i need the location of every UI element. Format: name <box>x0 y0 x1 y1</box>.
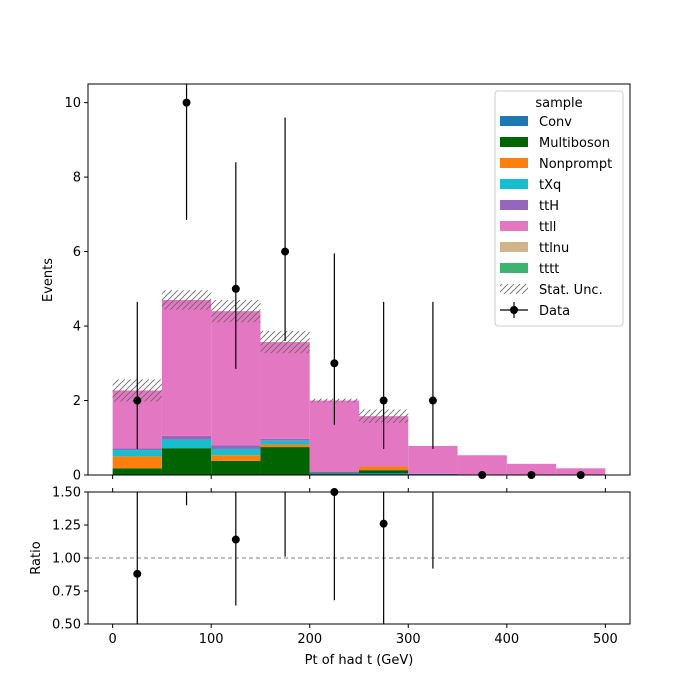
ratio-panel: 0.50 0.75 1.00 1.25 1.50 0 100 200 300 400 500 Ra… <box>29 486 631 668</box>
y-tick-label: 2 <box>73 394 81 409</box>
bar-tth <box>161 435 212 440</box>
y-tick-label: 0 <box>73 469 81 484</box>
legend-items: Conv Multiboson Nonprompt tXq ttH ttll ttlnu tt… <box>500 115 612 319</box>
bar-ttll <box>506 463 557 475</box>
y-tick-label: 8 <box>73 171 81 186</box>
ratio-points <box>133 488 434 624</box>
legend-swatch-tth <box>500 200 528 210</box>
data-point <box>281 247 290 256</box>
legend-swatch-multiboson <box>500 137 528 147</box>
legend-label: ttlnu <box>539 241 569 256</box>
legend-label: ttll <box>539 220 556 235</box>
ratio-point <box>231 535 240 544</box>
legend-label: ttH <box>539 199 559 214</box>
ratio-y-tick-label: 1.25 <box>52 519 81 534</box>
legend-label: Nonprompt <box>539 157 612 172</box>
legend-label: tXq <box>539 178 561 193</box>
bar-txq <box>211 448 261 456</box>
x-axis-label: Pt of had t (GeV) <box>305 653 414 668</box>
data-point <box>330 359 339 368</box>
x-tick-label: 0 <box>108 632 116 647</box>
ratio-point <box>379 519 388 528</box>
legend-swatch-ttll <box>500 221 528 231</box>
ratio-y-tick-label: 1.50 <box>52 486 81 501</box>
bar-ttll <box>260 342 310 439</box>
bar-tth <box>112 448 162 451</box>
bar-ttll <box>161 299 212 436</box>
bar-multiboson <box>359 470 409 474</box>
data-point <box>182 98 191 107</box>
legend-swatch-conv <box>500 116 528 126</box>
legend-label: Stat. Unc. <box>539 283 603 298</box>
bar-multiboson <box>112 468 162 475</box>
bar-conv <box>309 473 359 475</box>
x-tick-label: 300 <box>396 632 421 647</box>
ratio-y-tick-label: 1.00 <box>52 552 81 567</box>
legend-label: Conv <box>539 115 572 130</box>
bar-nonprompt <box>260 444 310 448</box>
x-tick-label: 400 <box>494 632 519 647</box>
main-y-ticks: 0 2 4 6 8 10 <box>64 96 88 484</box>
legend-title: sample <box>535 96 582 111</box>
bar-conv <box>408 473 458 475</box>
main-x-ticks <box>112 475 606 479</box>
main-y-axis-label: Events <box>41 258 56 302</box>
legend-label: Multiboson <box>539 136 610 151</box>
ratio-point <box>133 569 142 578</box>
bar-tth <box>211 445 261 449</box>
y-tick-label: 10 <box>64 96 81 111</box>
bar-multiboson <box>211 460 261 475</box>
x-tick-label: 500 <box>593 632 618 647</box>
x-tick-label: 200 <box>297 632 322 647</box>
bar-nonprompt <box>359 466 409 471</box>
bar-multiboson <box>161 448 212 475</box>
legend-swatch-nonprompt <box>500 158 528 168</box>
y-tick-label: 6 <box>73 245 81 260</box>
legend-swatch-txq <box>500 179 528 189</box>
legend-label: Data <box>539 304 570 319</box>
data-point <box>231 284 240 293</box>
bar-multiboson <box>260 447 310 475</box>
x-tick-label: 100 <box>199 632 224 647</box>
bar-txq <box>161 439 212 449</box>
ratio-y-tick-label: 0.50 <box>52 618 81 633</box>
ratio-axes-frame <box>87 491 631 625</box>
legend-swatch-data <box>510 306 518 314</box>
bar-txq <box>112 450 162 457</box>
legend-label: tttt <box>539 262 559 277</box>
bar-tth <box>260 438 310 441</box>
ratio-x-ticks: 0 100 200 300 400 500 <box>108 488 618 647</box>
ratio-y-tick-label: 0.75 <box>52 585 81 600</box>
bar-nonprompt <box>112 456 162 469</box>
main-axes-frame <box>87 83 631 476</box>
data-point <box>428 396 437 405</box>
bar-nonprompt <box>211 455 261 461</box>
bar-ttll <box>408 445 458 474</box>
ratio-y-ticks: 0.50 0.75 1.00 1.25 1.50 <box>52 486 88 633</box>
main-panel: 0 2 4 6 8 10 Events <box>41 83 631 484</box>
data-point <box>379 396 388 405</box>
bar-ttll <box>457 455 507 475</box>
legend-swatch-ttlnu <box>500 242 528 252</box>
stat-unc-band <box>161 290 212 310</box>
bar-multiboson <box>309 472 359 474</box>
ratio-y-axis-label: Ratio <box>29 541 44 574</box>
legend-swatch-stat-unc <box>500 284 528 294</box>
data-points <box>133 84 585 479</box>
bar-txq <box>260 440 310 445</box>
legend: sample Conv Multiboson Nonprompt tXq ttH ttll… <box>494 90 624 327</box>
legend-swatch-tttt <box>500 263 528 273</box>
data-point <box>133 396 142 405</box>
stat-unc-band <box>260 330 310 354</box>
y-tick-label: 4 <box>73 320 81 335</box>
bar-conv <box>359 473 409 475</box>
